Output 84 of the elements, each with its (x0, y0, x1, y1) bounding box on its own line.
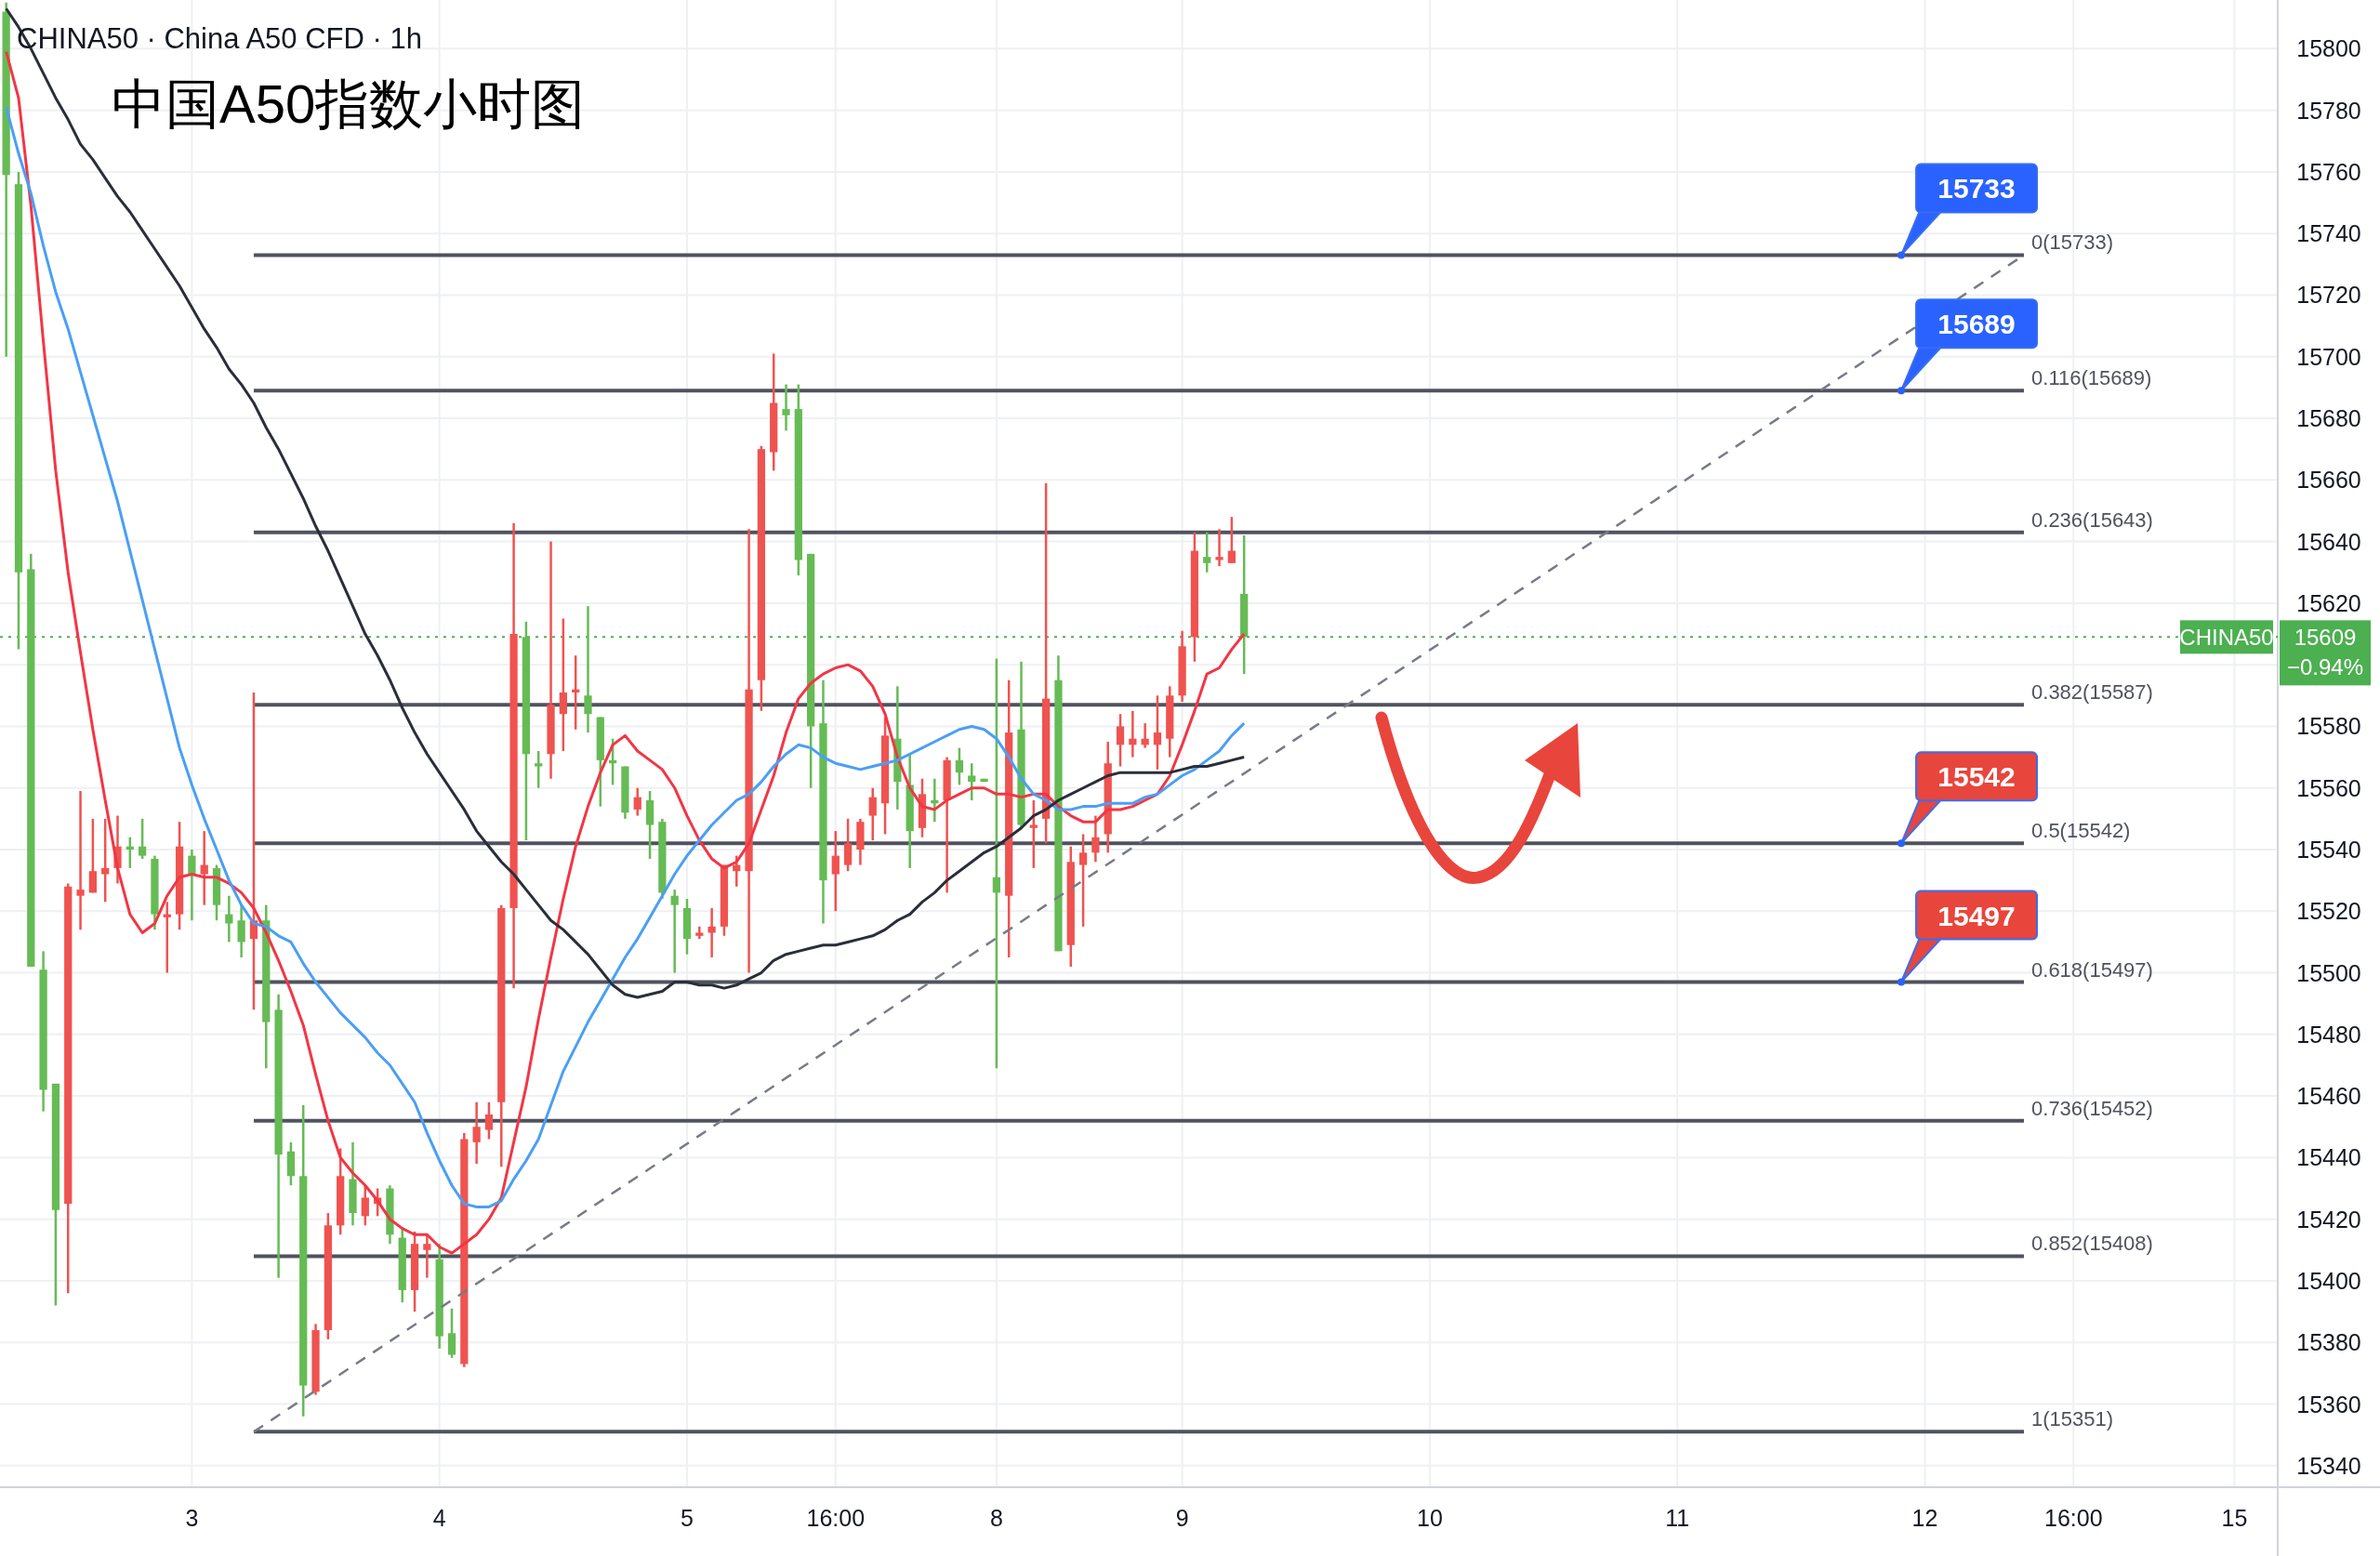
y-tick-label: 15780 (2296, 97, 2361, 124)
candlestick (1227, 515, 1236, 565)
ref-line-label: 0.5(15542) (2031, 819, 2131, 843)
candlestick (1078, 833, 1088, 929)
candlestick (633, 786, 641, 817)
candlestick (188, 848, 196, 922)
ref-line-label: CHINA50 (2179, 625, 2274, 651)
y-tick-label: 15540 (2296, 837, 2361, 863)
ref-line-label: 0.852(15408) (2031, 1232, 2153, 1256)
candlestick (225, 894, 233, 943)
candlestick (237, 903, 245, 959)
ref-line-label: 0.116(15689) (2031, 366, 2152, 390)
candlestick (955, 746, 964, 786)
x-tick-label: 5 (681, 1505, 694, 1531)
x-tick-label: 10 (1417, 1505, 1443, 1531)
candlestick (1153, 694, 1162, 771)
candlestick (76, 789, 85, 931)
y-tick-label: 15340 (2296, 1452, 2361, 1479)
line-series (5, 7, 1246, 999)
x-tick-label: 16:00 (806, 1505, 866, 1531)
y-tick-label: 15580 (2296, 713, 2361, 740)
candlestick (484, 1101, 494, 1141)
x-tick-label: 12 (1911, 1505, 1938, 1531)
y-tick-label: 15360 (2296, 1391, 2361, 1418)
x-tick-label: 3 (185, 1505, 199, 1531)
x-tick-label: 16:00 (2044, 1505, 2103, 1531)
candlestick (992, 657, 1001, 1070)
annotation: 15689 (1937, 309, 2016, 340)
x-tick-label: 8 (989, 1505, 1003, 1531)
y-tick-label: 15380 (2296, 1329, 2361, 1356)
y-tick-label: 15700 (2296, 343, 2361, 370)
candlestick (101, 817, 110, 903)
candlestick (1203, 531, 1211, 574)
x-tick-label: 11 (1665, 1505, 1690, 1531)
candlestick (584, 604, 592, 734)
candlestick (707, 906, 716, 959)
x-tick-label: 15 (2221, 1505, 2248, 1531)
annotation: 15497 (1937, 900, 2016, 931)
candlestick (447, 1307, 456, 1360)
y-tick-label: 15640 (2296, 528, 2361, 555)
candlestick (1215, 528, 1223, 568)
candlestick (535, 749, 543, 789)
candlestick (1029, 798, 1038, 870)
candlestick (472, 1101, 481, 1166)
y-tick-label: 15460 (2296, 1083, 2361, 1110)
x-tick-label: 9 (1175, 1505, 1189, 1531)
candlestick (868, 786, 877, 842)
y-tick-label: 15660 (2296, 467, 2361, 494)
ref-line-label: 0.736(15452) (2031, 1096, 2153, 1120)
ref-line-label: 0(15733) (2031, 231, 2114, 255)
candlestick (831, 829, 840, 913)
y-tick-label: 15520 (2296, 898, 2361, 925)
annotation: 15733 (1937, 173, 2016, 204)
candlestick (1091, 814, 1100, 864)
ref-line-label: 0.236(15643) (2031, 508, 2153, 532)
y-tick-label: 15680 (2296, 405, 2361, 432)
y-tick-label: 15740 (2296, 220, 2361, 247)
x-tick-label: 4 (432, 1505, 446, 1531)
candlestick (423, 1233, 431, 1279)
candlestick (843, 817, 853, 873)
y-tick-label: 15440 (2296, 1144, 2361, 1171)
candlestick (782, 383, 790, 432)
y-tick-label: 15720 (2296, 282, 2361, 309)
candlestick (200, 829, 208, 906)
y-tick-label: 15620 (2296, 589, 2361, 616)
candlestick (88, 817, 97, 894)
ref-line-label: 0.382(15587) (2031, 680, 2153, 705)
text: 中国A50指数小时图 (112, 73, 586, 134)
y-tick-label: 15760 (2296, 158, 2361, 185)
y-tick-label: 15480 (2296, 1021, 2361, 1048)
candlestick (1116, 712, 1125, 768)
y-tick-label: 15800 (2296, 35, 2361, 62)
y-tick-label: 15500 (2296, 959, 2361, 986)
candlestick (968, 761, 976, 802)
candlestick (139, 817, 147, 861)
y-tick-label: 15420 (2296, 1206, 2361, 1233)
y-tick-label: 15400 (2296, 1267, 2361, 1294)
price-tag: CHINA50 15609 −0.94% (2179, 620, 2371, 686)
ref-line-label: 0.618(15497) (2031, 957, 2153, 982)
candlestick (670, 888, 679, 974)
annotation: 15542 (1937, 761, 2016, 793)
ref-line-label: 1(15351) (2031, 1407, 2114, 1431)
candlestick (559, 617, 567, 753)
y-tick-label: 15560 (2296, 774, 2361, 801)
